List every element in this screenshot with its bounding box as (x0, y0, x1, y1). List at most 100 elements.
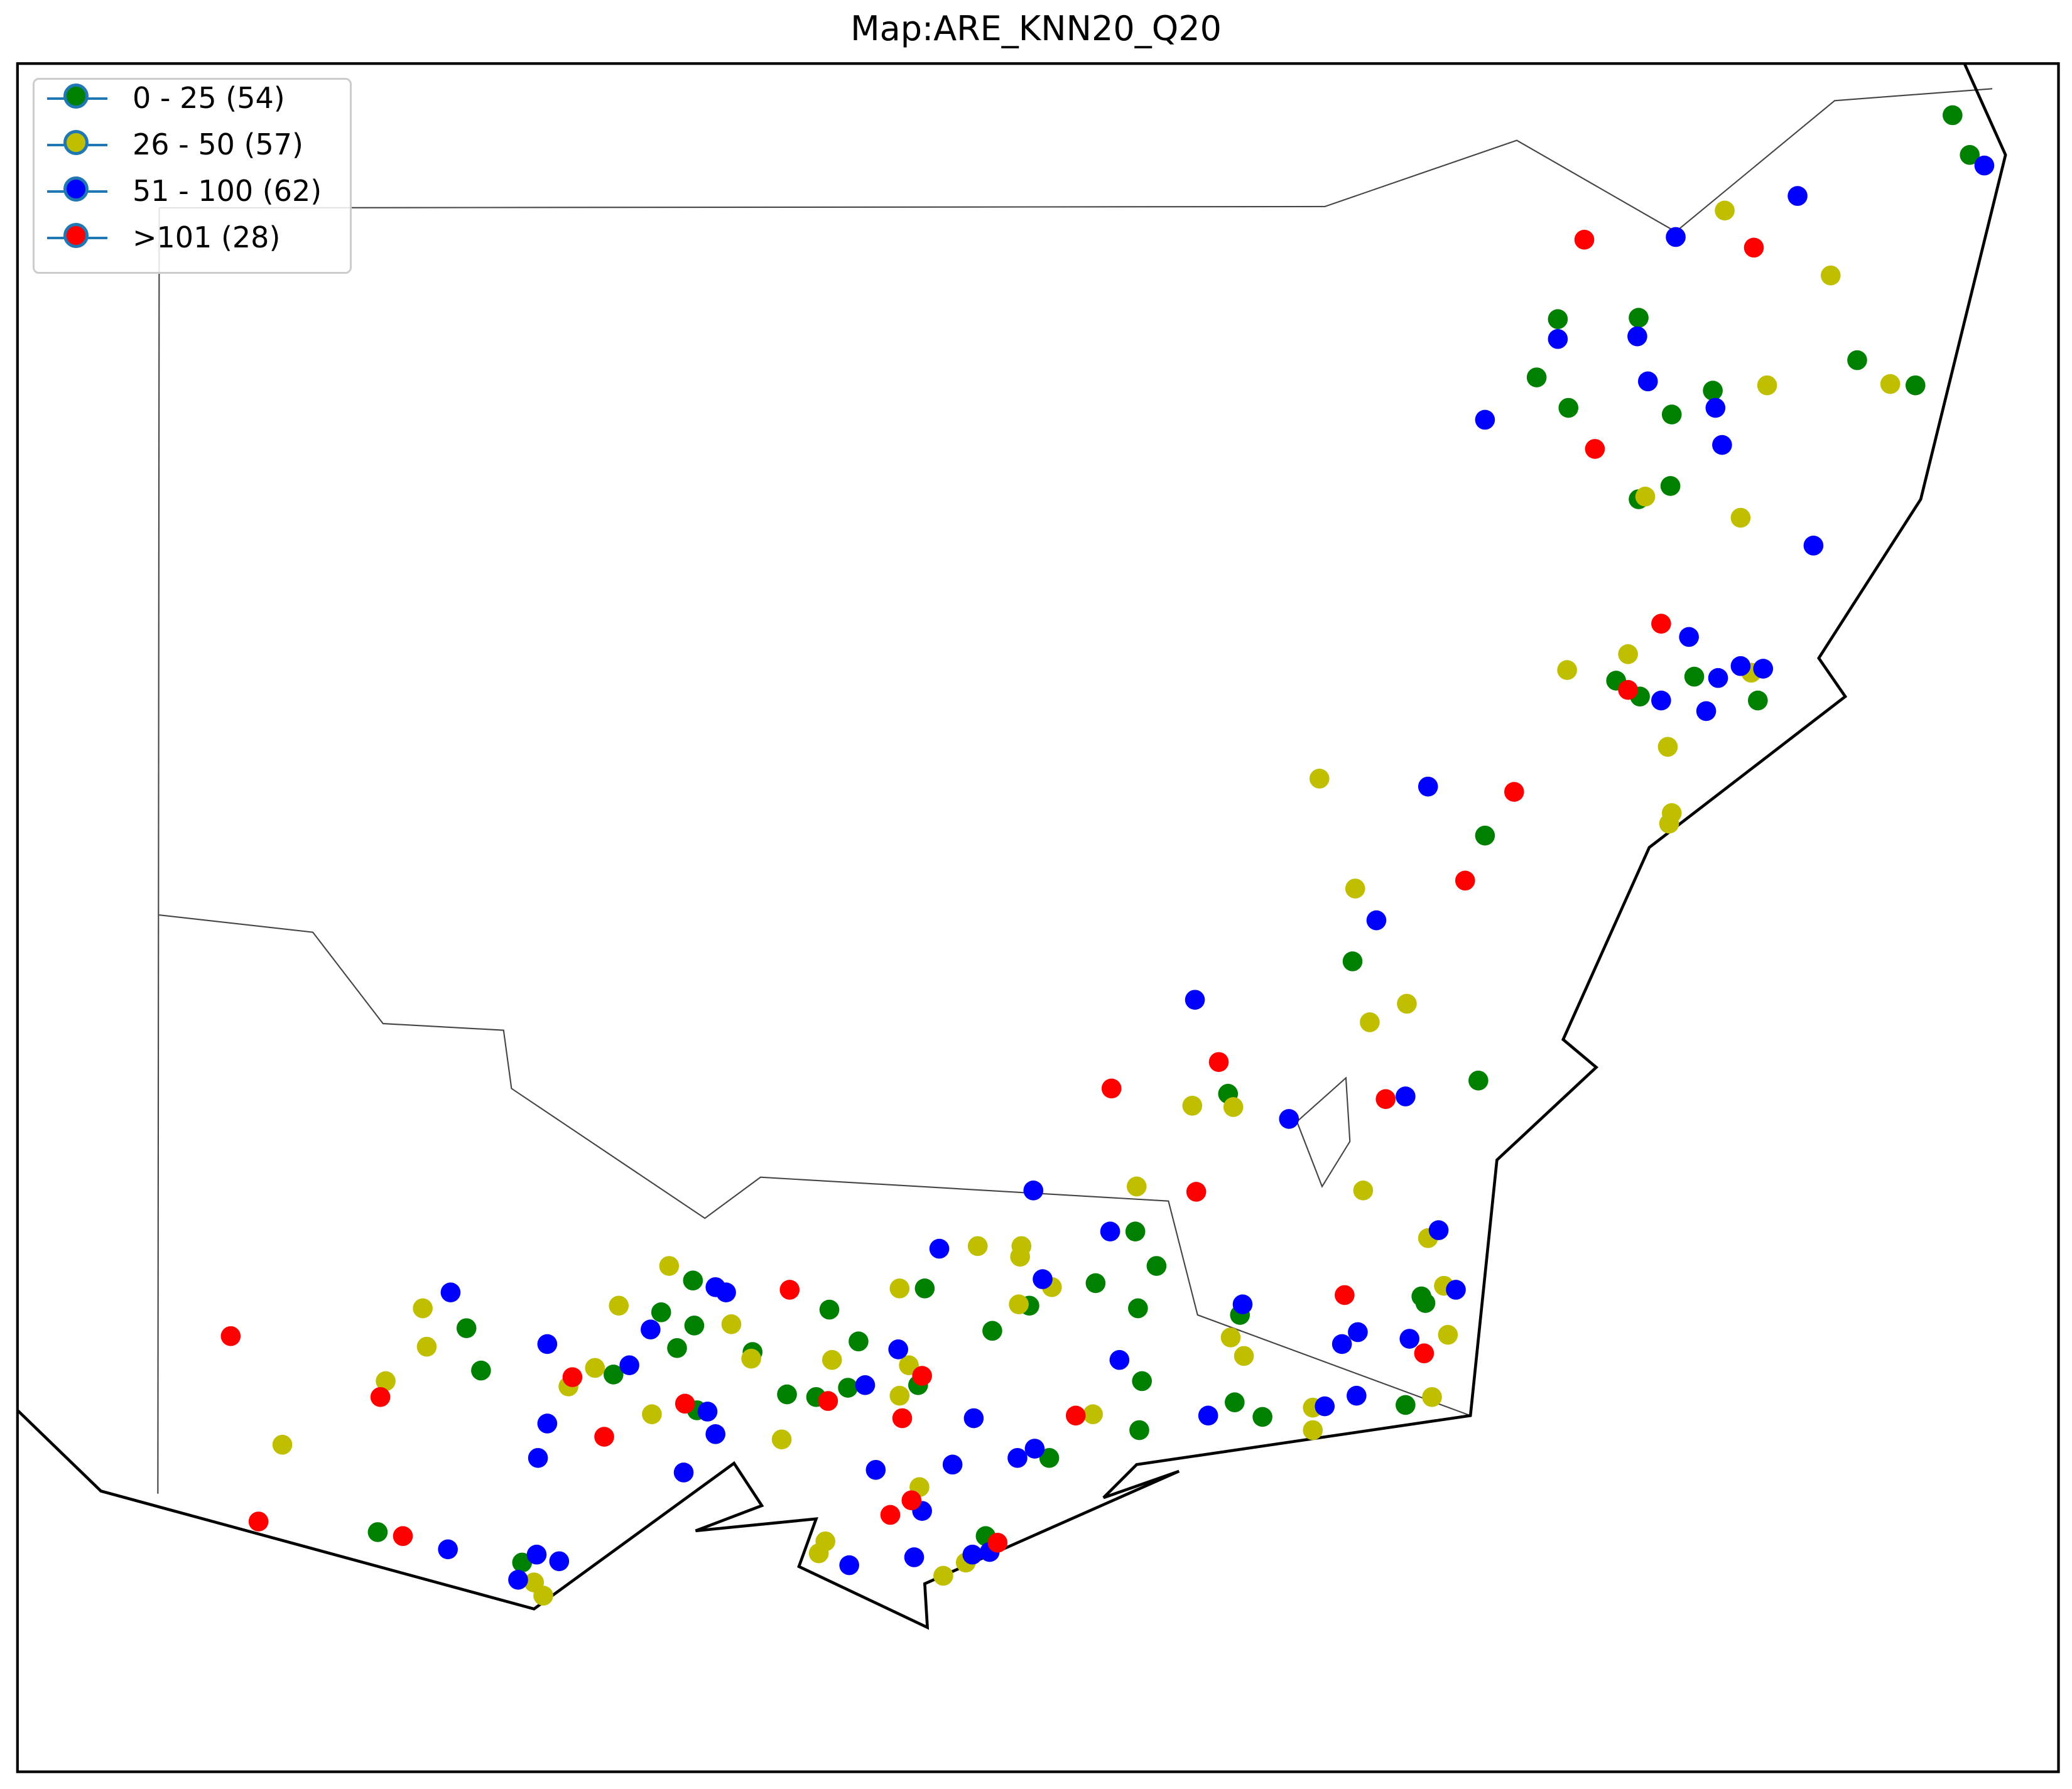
map-point-red (220, 1326, 241, 1346)
legend-item: 26 - 50 (57) (41, 126, 349, 164)
map-point-yellow (889, 1385, 910, 1406)
map-point-blue (1627, 326, 1647, 347)
map-point-blue (641, 1319, 661, 1340)
map-point-blue (1279, 1109, 1299, 1129)
map-point-blue (1198, 1405, 1218, 1426)
map-point-green (1558, 397, 1579, 418)
map-point-green (367, 1522, 388, 1542)
map-point-green (1085, 1273, 1106, 1294)
legend-label: 26 - 50 (57) (133, 127, 303, 161)
map-point-blue (963, 1408, 984, 1429)
map-point-blue (1348, 1322, 1368, 1343)
map-point-red (1574, 229, 1595, 250)
map-point-green (1129, 1420, 1149, 1440)
map-point-green (1548, 309, 1568, 330)
map-point-green (1342, 951, 1363, 971)
map-point-blue (1637, 371, 1658, 392)
map-point-yellow (1659, 813, 1679, 834)
map-point-green (1132, 1371, 1153, 1392)
map-point-blue (1399, 1329, 1419, 1349)
map-point-blue (440, 1282, 461, 1303)
map-point-red (1335, 1285, 1355, 1305)
map-point-blue (1185, 990, 1205, 1010)
map-point-blue (1475, 409, 1495, 430)
map-point-yellow (1345, 878, 1365, 899)
map-point-blue (962, 1544, 983, 1565)
map-point-green (982, 1321, 1002, 1341)
map-point-blue (537, 1413, 558, 1434)
map-point-green (1661, 404, 1682, 424)
legend-item: 51 - 100 (62) (41, 173, 349, 210)
map-point-green (1396, 1395, 1416, 1415)
map-point-green (1660, 476, 1681, 496)
map-point-blue (1428, 1220, 1449, 1240)
map-point-green (1684, 666, 1705, 687)
map-point-yellow (1223, 1097, 1244, 1117)
legend-label: >101 (28) (133, 220, 281, 254)
map-point-blue (839, 1555, 859, 1576)
map-point-red (1065, 1405, 1086, 1426)
map-point-green (1468, 1070, 1489, 1091)
map-point-green (1475, 825, 1495, 846)
map-point-green (1125, 1221, 1146, 1242)
map-point-blue (888, 1339, 908, 1359)
map-point-blue (1696, 701, 1717, 722)
map-point-blue (1787, 186, 1808, 206)
map-point-green (819, 1299, 840, 1320)
map-point-yellow (1730, 507, 1751, 528)
map-point-yellow (1360, 1012, 1380, 1032)
map-point-blue (1705, 397, 1726, 418)
map-point-red (818, 1391, 838, 1411)
map-point-yellow (1303, 1420, 1323, 1440)
map-point-blue (1347, 1385, 1367, 1406)
map-point-yellow (1309, 769, 1330, 789)
map-point-red (370, 1386, 391, 1407)
map-point-yellow (1635, 486, 1656, 507)
boundary-inner-shape (1296, 1076, 1351, 1188)
map-point-yellow (721, 1314, 742, 1334)
map-point-green (1847, 350, 1867, 370)
map-point-blue (1232, 1294, 1253, 1314)
map-point-red (1101, 1078, 1122, 1099)
map-point-green (1747, 690, 1768, 711)
map-point-red (892, 1408, 913, 1429)
boundary-line-north (159, 88, 1993, 233)
legend: 0 - 25 (54) 26 - 50 (57) 51 - 100 (62) >… (33, 78, 352, 274)
map-point-yellow (1009, 1294, 1029, 1314)
map-point-blue (1023, 1181, 1044, 1201)
map-point-blue (942, 1454, 963, 1475)
map-point-blue (526, 1544, 547, 1565)
map-point-blue (1418, 776, 1438, 797)
map-point-yellow (822, 1349, 842, 1370)
map-point-blue (1803, 536, 1824, 556)
map-point-blue (1548, 329, 1568, 349)
map-point-green (1526, 367, 1547, 387)
map-point-yellow (1010, 1246, 1031, 1267)
boundary-line-west (157, 208, 160, 1494)
map-point-green (1411, 1286, 1431, 1307)
map-point-yellow (1422, 1386, 1442, 1407)
map-point-red (248, 1511, 269, 1532)
legend-label: 0 - 25 (54) (133, 81, 285, 115)
map-point-red (393, 1526, 413, 1547)
map-point-blue (716, 1282, 736, 1303)
map-point-yellow (1438, 1324, 1458, 1345)
map-point-blue (1100, 1221, 1120, 1242)
map-title: Map:ARE_KNN20_Q20 (850, 9, 1222, 48)
map-point-yellow (933, 1565, 953, 1586)
map-point-blue (1332, 1334, 1352, 1354)
map-point-red (1186, 1182, 1207, 1202)
map-point-red (779, 1280, 800, 1300)
map-point-green (1960, 144, 1980, 165)
map-point-red (912, 1366, 932, 1386)
map-point-yellow (1397, 993, 1417, 1014)
map-point-yellow (741, 1348, 761, 1369)
map-point-blue (1712, 435, 1732, 455)
legend-item: >101 (28) (41, 219, 349, 257)
map-point-red (1585, 439, 1605, 459)
map-point-green (1629, 308, 1649, 328)
map-point-red (1208, 1052, 1229, 1073)
map-point-red (675, 1393, 695, 1414)
map-point-green (1128, 1298, 1148, 1319)
